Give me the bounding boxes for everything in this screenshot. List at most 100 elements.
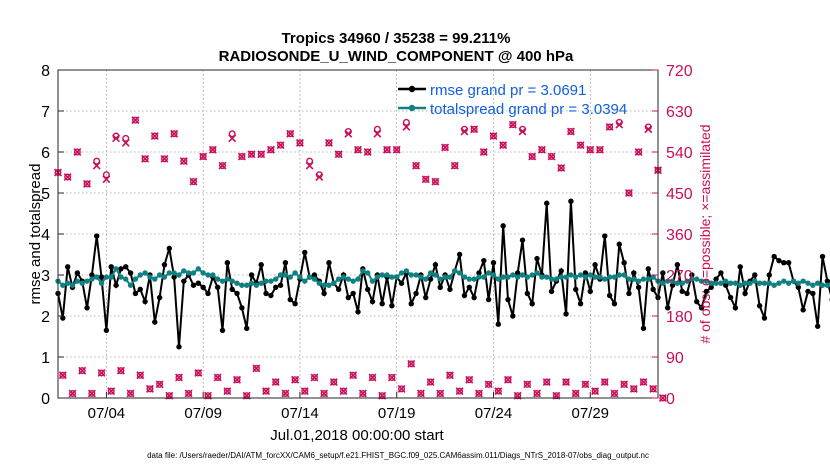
spread-point [263, 278, 269, 284]
spread-point [756, 280, 763, 286]
rmse-point [534, 255, 540, 262]
obs-assimilated-marker [68, 389, 77, 398]
obs-possible-marker [398, 385, 406, 393]
rmse-point [824, 278, 830, 284]
rmse-point [84, 305, 90, 311]
obs-possible-marker [393, 146, 401, 154]
spread-point [452, 268, 458, 274]
spread-point [369, 278, 376, 284]
spread-point [602, 276, 608, 282]
spread-point [485, 270, 492, 276]
y-tick-label-right: 450 [666, 186, 693, 203]
rmse-point [810, 290, 816, 297]
obs-assimilated-marker [262, 387, 271, 396]
obs-possible-marker [175, 374, 183, 382]
spread-point [306, 274, 313, 280]
obs-possible-marker [281, 389, 289, 397]
obs-assimilated-stroke [615, 120, 624, 129]
spread-point [548, 276, 555, 282]
spread-point [292, 270, 298, 276]
obs-assimilated-marker [518, 127, 527, 136]
spread-point [752, 278, 758, 284]
obs-assimilated-marker [475, 389, 483, 398]
obs-possible-marker [122, 134, 130, 142]
obs-assimilated-marker [92, 161, 101, 170]
obs-assimilated-stroke [639, 378, 648, 387]
rmse-point [447, 286, 453, 293]
obs-possible-marker [194, 369, 202, 377]
obs-possible-marker [639, 378, 647, 386]
rmse-point [413, 290, 419, 297]
obs-possible-marker [383, 146, 391, 154]
rmse-point [742, 290, 748, 297]
x-tick-label: 07/09 [184, 405, 222, 422]
rmse-point [713, 276, 719, 282]
obs-assimilated-marker [470, 125, 479, 134]
obs-assimilated-marker [141, 154, 150, 163]
spread-point [190, 270, 197, 276]
obs-assimilated-marker [300, 387, 309, 396]
obs-assimilated-marker [121, 138, 130, 147]
obs-possible-marker [635, 148, 643, 156]
obs-possible-marker [373, 125, 381, 133]
spread-point [321, 282, 327, 288]
spread-point [94, 274, 100, 280]
spread-point [500, 274, 506, 280]
rmse-point [103, 327, 110, 334]
obs-assimilated-stroke [233, 375, 241, 384]
spread-point [631, 276, 637, 282]
rmse-point [694, 298, 700, 305]
obs-possible-marker [320, 389, 328, 397]
spread-point [814, 280, 821, 286]
rmse-point [732, 305, 739, 311]
spread-point [660, 280, 666, 286]
spread-point [771, 282, 777, 288]
spread-point [577, 272, 584, 278]
obs-possible-marker [286, 130, 294, 138]
obs-assimilated-stroke [175, 373, 183, 382]
rmse-point [137, 286, 143, 293]
rmse-point [423, 294, 429, 301]
rmse-point [127, 270, 134, 276]
obs-assimilated-marker [78, 366, 87, 375]
obs-possible-marker [630, 385, 638, 393]
obs-assimilated-stroke [145, 384, 154, 393]
spread-point [326, 282, 332, 288]
rmse-point [776, 257, 782, 264]
obs-assimilated-marker [576, 141, 585, 150]
rmse-point [123, 264, 129, 270]
spread-point [461, 274, 468, 280]
obs-possible-marker [378, 392, 386, 400]
rmse-point [161, 262, 168, 268]
obs-assimilated-marker [63, 173, 72, 182]
spread-point [98, 280, 105, 286]
spread-point [568, 272, 574, 278]
spread-point [650, 274, 656, 280]
spread-point [234, 280, 240, 286]
obs-possible-marker [349, 371, 357, 379]
obs-assimilated-marker [199, 152, 208, 161]
spread-point [108, 274, 114, 280]
obs-possible-marker [533, 389, 541, 397]
obs-assimilated-marker [610, 389, 619, 398]
rmse-point [364, 286, 371, 293]
obs-assimilated-marker [237, 152, 246, 161]
obs-assimilated-marker [591, 387, 600, 396]
obs-possible-marker [233, 376, 241, 384]
obs-possible-marker [310, 374, 318, 382]
obs-assimilated-marker [489, 132, 498, 141]
spread-point [573, 274, 579, 280]
obs-possible-marker [412, 162, 420, 170]
rmse-point [611, 301, 618, 307]
rmse-point [602, 233, 608, 239]
obs-possible-marker [509, 121, 517, 129]
obs-assimilated-stroke [334, 150, 343, 159]
spread-point [490, 272, 497, 278]
obs-possible-marker [165, 392, 173, 400]
spread-point [640, 276, 647, 282]
rmse-point [321, 290, 327, 297]
obs-possible-marker [451, 162, 459, 170]
obs-possible-marker [141, 155, 149, 163]
y-tick-label-left: 8 [41, 63, 50, 80]
rmse-point [156, 294, 163, 301]
